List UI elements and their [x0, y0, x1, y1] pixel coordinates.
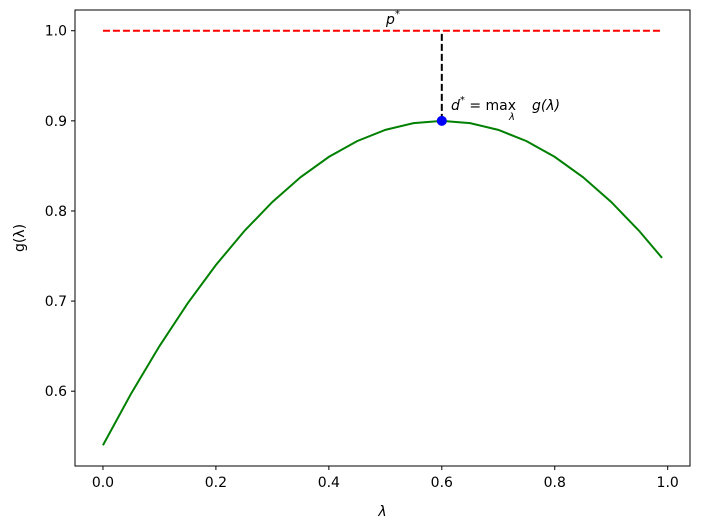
y-tick-label: 0.9 — [45, 114, 67, 130]
y-tick-label: 0.8 — [45, 204, 67, 220]
annotation-p-star: p* — [385, 9, 400, 28]
data-line — [102, 119, 663, 446]
annotation-part: d — [451, 98, 460, 114]
annotation-part: λ — [508, 112, 515, 123]
annotation-part: p — [385, 12, 395, 28]
annotation-part: * — [460, 95, 465, 106]
x-tick-label: 1.0 — [657, 475, 679, 491]
y-tick-label: 0.6 — [45, 384, 67, 400]
annotation-part: * — [395, 9, 400, 20]
annotation-part: g(λ) — [532, 98, 560, 114]
x-tick-label: 0.8 — [544, 475, 566, 491]
plot-frame — [74, 9, 691, 467]
y-tick-label: 1.0 — [45, 24, 67, 40]
x-tick-label: 0.6 — [431, 475, 453, 491]
y-axis-label: g(λ) — [12, 224, 28, 252]
x-tick-label: 0.2 — [205, 475, 227, 491]
data-point — [436, 115, 447, 126]
annotation-d-star: d* = max λ g(λ) — [451, 95, 560, 123]
y-tick-label: 0.7 — [45, 294, 67, 310]
annotation-part: = max — [465, 98, 516, 114]
x-axis-label: λ — [377, 504, 386, 520]
x-tick-label: 0.4 — [318, 475, 340, 491]
x-tick-label: 0.0 — [92, 475, 114, 491]
